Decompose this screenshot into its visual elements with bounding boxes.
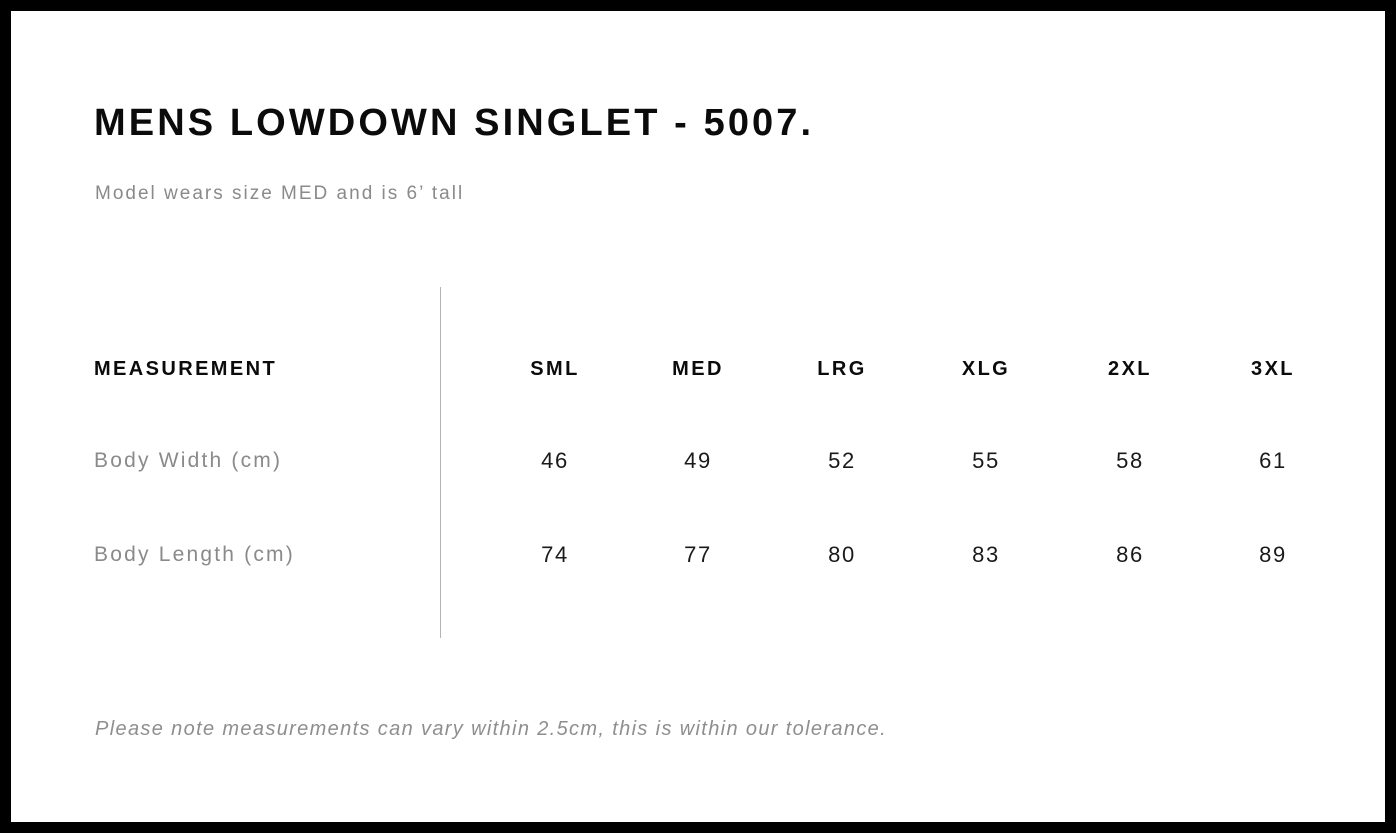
column-header-sml: SML bbox=[530, 358, 580, 380]
row-label-body-width: Body Width (cm) bbox=[94, 449, 283, 472]
cell-body-width-xlg: 55 bbox=[972, 448, 1000, 473]
table-column-divider bbox=[440, 287, 441, 638]
column-header-xlg: XLG bbox=[961, 358, 1011, 380]
column-header-med: MED bbox=[672, 358, 724, 380]
size-table: MEASUREMENT SML MED LRG XLG 2XL 3XL Body… bbox=[11, 11, 1385, 822]
column-header-measurement: MEASUREMENT bbox=[94, 358, 278, 380]
model-info-subtitle: Model wears size MED and is 6’ tall bbox=[95, 183, 465, 204]
cell-body-width-3xl: 61 bbox=[1259, 448, 1287, 473]
column-header-lrg: LRG bbox=[817, 358, 867, 380]
cell-body-width-med: 49 bbox=[684, 448, 712, 473]
size-chart-card: MENS LOWDOWN SINGLET - 5007. Model wears… bbox=[11, 11, 1385, 822]
cell-body-length-med: 77 bbox=[684, 542, 712, 567]
cell-body-length-2xl: 86 bbox=[1116, 542, 1144, 567]
cell-body-length-lrg: 80 bbox=[828, 542, 856, 567]
table-header-row: MEASUREMENT SML MED LRG XLG 2XL 3XL bbox=[11, 354, 1385, 384]
cell-body-width-sml: 46 bbox=[541, 448, 569, 473]
cell-body-length-sml: 74 bbox=[541, 542, 569, 567]
column-header-3xl: 3XL bbox=[1251, 358, 1295, 380]
tolerance-note: Please note measurements can vary within… bbox=[95, 718, 888, 740]
row-label-body-length: Body Length (cm) bbox=[94, 543, 295, 566]
page-title: MENS LOWDOWN SINGLET - 5007. bbox=[94, 102, 815, 144]
cell-body-width-2xl: 58 bbox=[1116, 448, 1144, 473]
table-row: Body Width (cm) 46 49 52 55 58 61 bbox=[11, 446, 1385, 476]
table-row: Body Length (cm) 74 77 80 83 86 89 bbox=[11, 540, 1385, 570]
cell-body-length-3xl: 89 bbox=[1259, 542, 1287, 567]
cell-body-width-lrg: 52 bbox=[828, 448, 856, 473]
column-header-2xl: 2XL bbox=[1108, 358, 1152, 380]
cell-body-length-xlg: 83 bbox=[972, 542, 1000, 567]
